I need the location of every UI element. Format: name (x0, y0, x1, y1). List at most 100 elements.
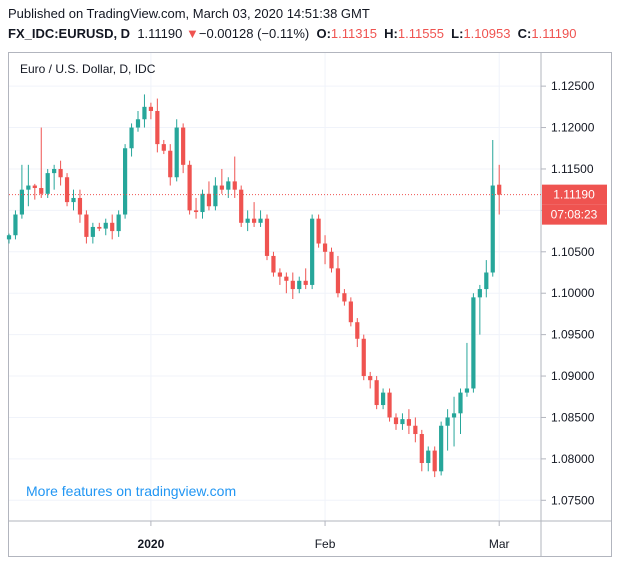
countdown-tag-label: 07:08:23 (551, 208, 598, 222)
quote-line: FX_IDC:EURUSD, D 1.11190 ▼−0.00128 (−0.1… (8, 26, 576, 41)
candle-body (322, 243, 328, 252)
candle-body (439, 425, 444, 472)
candle-body (52, 168, 57, 174)
y-tick-label: 1.12000 (551, 121, 595, 135)
candle-body (13, 214, 18, 236)
candle-body (451, 413, 457, 418)
candle-body (187, 164, 192, 211)
last-price-tag-label: 1.11190 (553, 188, 595, 202)
candle-body (239, 189, 244, 223)
candle-body (252, 218, 257, 223)
candle-body (264, 218, 270, 256)
candle-body (206, 193, 212, 207)
y-tick-label: 1.09500 (551, 328, 595, 342)
candle-body (355, 322, 360, 339)
close-value: 1.11190 (531, 26, 577, 41)
y-tick-label: 1.11500 (551, 162, 594, 176)
published-caption: Published on TradingView.com, March 03, … (8, 6, 370, 21)
candle-body (426, 450, 431, 464)
candle-body (419, 434, 424, 464)
candle-body (413, 425, 418, 435)
candle-body (19, 189, 24, 215)
candle-body (226, 181, 231, 190)
candle-body (484, 272, 489, 290)
x-tick-label: Mar (489, 537, 510, 551)
candle-body (310, 218, 315, 285)
candle-body (445, 417, 450, 426)
high-label: H: (384, 26, 398, 41)
candle-body (393, 417, 399, 425)
price-change: −0.00128 (−0.11%) (198, 26, 310, 41)
y-tick-label: 1.10000 (551, 286, 595, 300)
candle-body (129, 127, 134, 149)
candle-body (477, 289, 482, 298)
candle-body (490, 185, 495, 273)
y-tick-label: 1.09000 (551, 369, 595, 383)
candle-body (103, 222, 108, 229)
low-label: L: (451, 26, 464, 41)
candle-body (90, 226, 95, 237)
candle-body (123, 148, 128, 215)
open-label: O: (316, 26, 331, 41)
x-tick-label: Feb (315, 537, 336, 551)
candle-body (77, 197, 83, 215)
symbol-label[interactable]: FX_IDC:EURUSD, D (8, 26, 131, 41)
candle-body (6, 235, 12, 240)
candle-body (181, 127, 186, 165)
candle-body (45, 173, 50, 194)
last-price-tag (542, 184, 607, 205)
candle-body (329, 251, 334, 269)
candle-body (271, 255, 276, 273)
candle-body (245, 218, 250, 223)
candle-body (26, 185, 31, 190)
chart-frame (8, 52, 612, 557)
candle-body (458, 392, 463, 414)
high-value: 1.11555 (397, 26, 444, 41)
candle-body (110, 222, 115, 232)
last-price: 1.11190 (137, 26, 183, 41)
open-value: 1.11315 (330, 26, 377, 41)
candle-body (148, 106, 153, 111)
y-tick-label: 1.10500 (551, 245, 595, 259)
candle-body (174, 127, 179, 178)
candle-body (142, 106, 147, 120)
candle-body (155, 110, 160, 145)
y-tick-label: 1.08000 (551, 452, 595, 466)
candle-body (471, 297, 476, 389)
y-tick-label: 1.08500 (551, 410, 595, 424)
candle-body (497, 184, 502, 195)
candle-body (168, 150, 173, 178)
candle-body (116, 214, 121, 232)
candle-body (32, 185, 37, 189)
candle-body (200, 193, 205, 213)
y-tick-label: 1.07500 (551, 493, 595, 507)
x-tick-label: 2020 (138, 537, 165, 551)
candle-body (84, 214, 89, 237)
candle-body (374, 380, 379, 406)
close-label: C: (517, 26, 532, 41)
candle-body (71, 197, 76, 203)
candle-body (335, 268, 341, 294)
candle-body (432, 450, 437, 472)
candle-body (368, 376, 373, 381)
candle-body (284, 276, 289, 281)
candle-body (39, 188, 44, 194)
candle-body (213, 185, 218, 207)
candle-body (135, 119, 141, 128)
candle-body (232, 181, 237, 190)
candle-body (387, 392, 392, 418)
countdown-tag (542, 204, 607, 225)
candle-body (97, 226, 102, 229)
low-value: 1.10953 (463, 26, 511, 41)
candle-body (58, 168, 63, 178)
candle-body (361, 338, 366, 377)
candle-body (290, 280, 295, 290)
chart-title: Euro / U.S. Dollar, D, IDC (20, 62, 156, 76)
candle-body (219, 185, 224, 190)
candle-body (316, 218, 321, 244)
candle-body (464, 388, 470, 393)
down-arrow-icon: ▼ (186, 26, 199, 41)
tradingview-link[interactable]: More features on tradingview.com (26, 483, 237, 499)
candle-body (297, 280, 302, 290)
